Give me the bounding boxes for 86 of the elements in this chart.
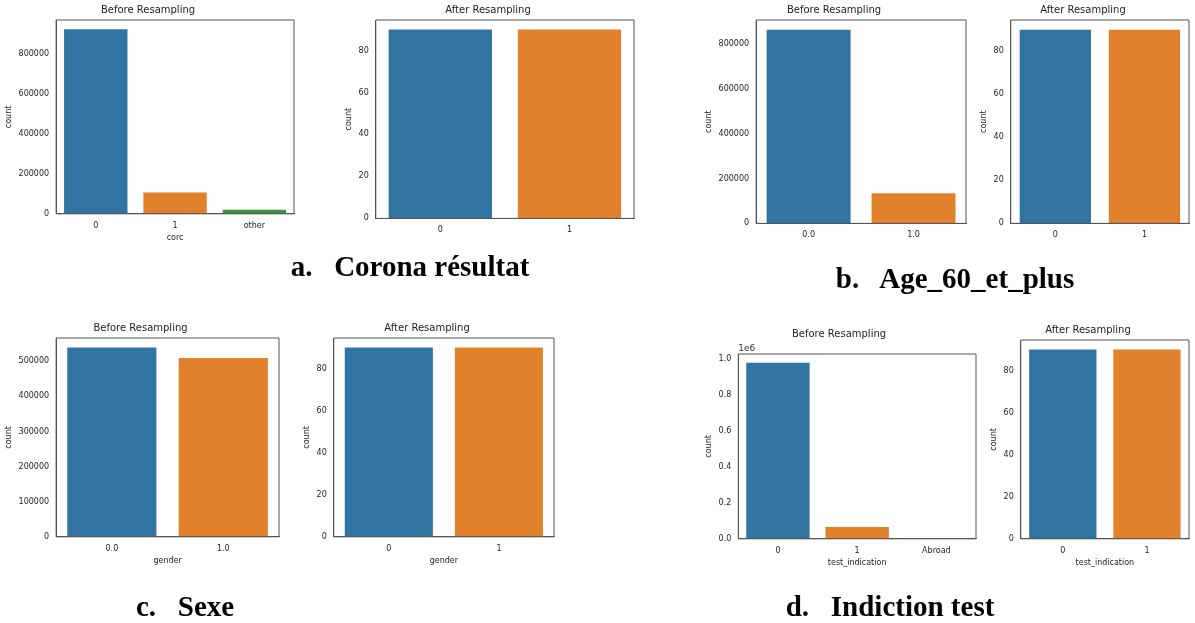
y-tick-label: 60 <box>1003 407 1014 417</box>
x-axis-title: test_indication <box>1075 558 1135 568</box>
text: c. Sexe <box>135 590 235 623</box>
chart-title: Before Resampling <box>93 321 188 333</box>
x-tick-label: 1 <box>1141 230 1147 240</box>
x-axis-title: gender <box>153 556 183 566</box>
y-axis-title: count <box>988 428 998 451</box>
x-tick-label: 0.0 <box>802 230 815 240</box>
y-tick-label: 60 <box>358 87 369 97</box>
y-tick-label: 0.2 <box>718 497 732 507</box>
y-tick-label: 20 <box>993 175 1004 185</box>
y-tick-label: 200000 <box>718 173 750 183</box>
text: 1e6 <box>738 342 756 353</box>
y-tick-label: 20 <box>316 489 327 499</box>
y-tick-label: 40 <box>358 129 369 139</box>
x-tick-label: 1 <box>1144 545 1150 555</box>
y-tick-label: 300000 <box>18 426 50 436</box>
x-tick-label: 0 <box>1060 545 1066 555</box>
x-tick-label: Abroad <box>922 545 951 555</box>
x-tick-label: 0 <box>386 543 392 553</box>
y-tick-label: 0.6 <box>718 426 732 436</box>
y-tick-label: 200000 <box>18 168 50 178</box>
y-tick-label: 1.0 <box>718 354 732 364</box>
x-axis-title: gender <box>429 556 459 566</box>
y-tick-label: 20 <box>1003 491 1014 501</box>
x-tick-label: 1 <box>566 225 572 235</box>
y-tick-label: 60 <box>316 405 327 415</box>
chart-title: After Resampling <box>445 3 531 15</box>
chart-title: After Resampling <box>1045 323 1131 335</box>
x-tick-label: 1 <box>854 545 860 555</box>
y-tick-label: 100000 <box>18 496 50 506</box>
x-tick-label: 0 <box>93 220 99 230</box>
x-tick-label: 1.0 <box>907 230 920 240</box>
y-tick-label: 0 <box>1008 533 1014 543</box>
y-tick-label: 40 <box>993 132 1004 142</box>
x-tick-label: 1 <box>172 220 178 230</box>
y-tick-label: 0.0 <box>718 533 732 543</box>
y-tick-label: 0 <box>321 531 327 541</box>
x-tick-label: other <box>243 220 266 230</box>
y-axis-title: count <box>343 107 353 131</box>
x-axis-title: corc <box>166 233 184 243</box>
y-axis-title: count <box>703 435 713 458</box>
y-tick-label: 400000 <box>18 391 50 401</box>
x-tick-label: 0 <box>437 225 443 235</box>
y-tick-label: 40 <box>316 447 327 457</box>
x-tick-label: 1 <box>496 543 502 553</box>
y-tick-label: 60 <box>993 89 1004 99</box>
chart-title: Before Resampling <box>100 3 196 15</box>
y-tick-label: 800000 <box>718 39 750 49</box>
y-tick-label: 80 <box>316 363 327 373</box>
y-tick-label: 800000 <box>18 49 50 59</box>
y-tick-label: 600000 <box>718 84 750 94</box>
chart-title: After Resampling <box>1040 3 1126 15</box>
x-tick-label: 1.0 <box>216 543 230 553</box>
y-tick-label: 600000 <box>18 89 50 98</box>
y-tick-label: 400000 <box>18 128 50 138</box>
y-tick-label: 0.8 <box>718 390 732 400</box>
x-tick-label: 0 <box>775 545 781 555</box>
y-tick-label: 400000 <box>718 128 750 138</box>
chart-title: Before Resampling <box>791 327 887 339</box>
y-axis-title: count <box>978 110 988 133</box>
chart-title: After Resampling <box>384 321 470 333</box>
y-tick-label: 20 <box>358 171 369 181</box>
y-tick-label: 40 <box>1003 449 1014 459</box>
text: a. Corona résultat <box>290 250 530 283</box>
y-tick-label: 0.4 <box>718 461 732 471</box>
y-axis-title: count <box>3 426 13 449</box>
y-tick-label: 80 <box>1003 365 1014 375</box>
text: d. Indiction test <box>785 590 995 623</box>
y-axis-title: count <box>703 110 713 133</box>
y-tick-label: 0 <box>44 208 50 218</box>
y-tick-label: 0 <box>44 531 50 541</box>
bar <box>64 29 128 214</box>
x-axis-title: test_indication <box>827 558 887 568</box>
y-axis-title: count <box>301 426 311 449</box>
chart-title: Before Resampling <box>786 3 882 15</box>
y-axis-title: count <box>3 105 13 129</box>
y-tick-label: 200000 <box>18 461 50 471</box>
y-tick-label: 80 <box>993 46 1004 56</box>
y-tick-label: 500000 <box>18 356 50 366</box>
bar <box>143 192 207 214</box>
y-tick-label: 80 <box>358 45 369 55</box>
x-tick-label: 0.0 <box>105 543 119 553</box>
text: b. Age_60_et_plus <box>835 262 1075 295</box>
y-tick-label: 0 <box>363 213 369 223</box>
x-tick-label: 0 <box>1052 230 1058 240</box>
